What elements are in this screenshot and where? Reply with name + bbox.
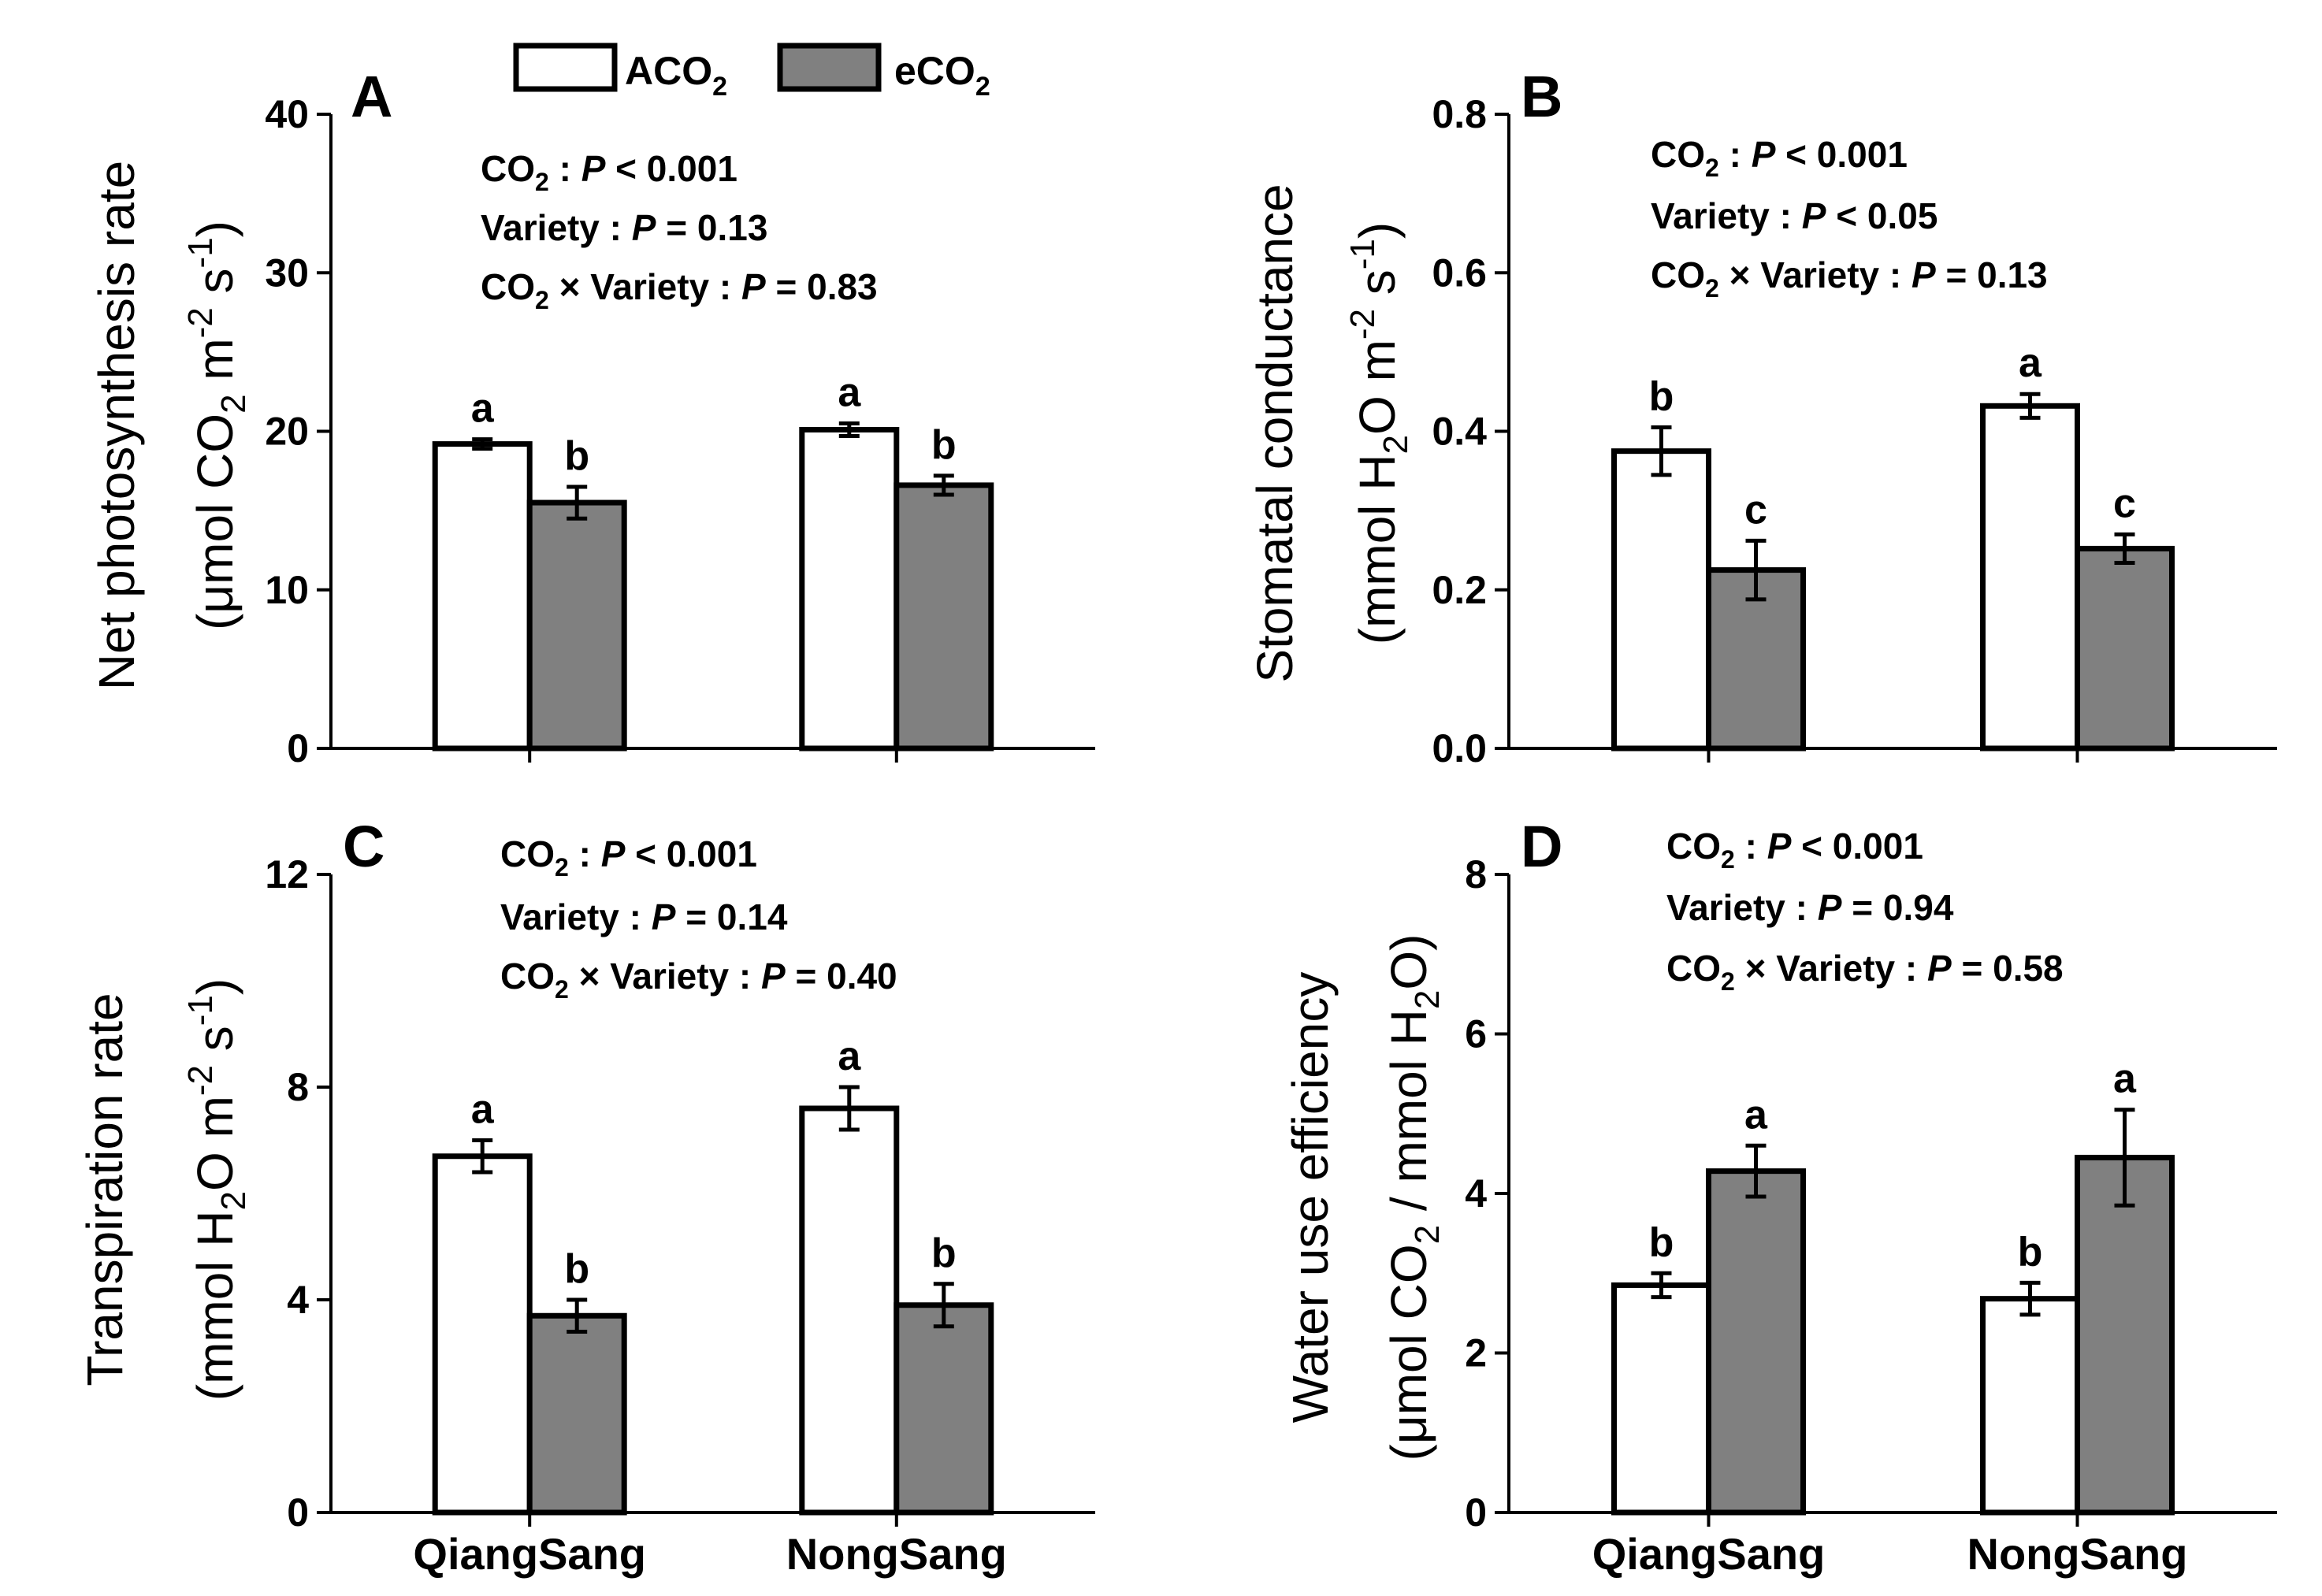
y-tick-label: 0 — [287, 1490, 309, 1535]
legend: ACO2 eCO2 — [513, 43, 990, 102]
bar-aco2 — [1980, 1296, 2080, 1516]
significance-letter: b — [2018, 1229, 2043, 1275]
y-axis-label: Water use efficiency — [1282, 972, 1339, 1423]
legend-label: ACO2 — [625, 49, 727, 102]
panel-letter: B — [1521, 64, 1562, 129]
x-tick-label: QiangSang — [413, 1529, 646, 1579]
bar-aco2 — [1980, 403, 2080, 752]
panel-B: 0.0 0.2 0.4 0.6 0.8 b a c c B CO2 : P < 0.001 Varie… — [1246, 64, 2277, 770]
y-tick-label: 8 — [287, 1065, 309, 1109]
y-tick-label: 4 — [1465, 1171, 1487, 1216]
y-tick-label: 0.0 — [1432, 726, 1487, 770]
y-tick-label: 30 — [265, 251, 309, 295]
bar-aco2 — [432, 441, 533, 752]
y-axis-unit: (μmol CO2 / mmol H2O) — [1380, 934, 1447, 1461]
y-tick-label: 20 — [265, 410, 309, 454]
stat-line: Variety : P = 0.94 — [1666, 887, 1954, 928]
significance-letter: a — [838, 1034, 861, 1079]
stat-line: CO2 × Variety : P = 0.13 — [1651, 254, 2048, 302]
y-tick-label: 10 — [265, 568, 309, 612]
stat-line: CO2 : P < 0.001 — [481, 148, 737, 196]
y-tick-label: 0.2 — [1432, 568, 1487, 612]
legend-swatch-eco2 — [777, 43, 882, 92]
bar-aco2 — [1611, 448, 1711, 752]
y-tick-label: 6 — [1465, 1012, 1487, 1056]
significance-letter: a — [2113, 1056, 2137, 1102]
stat-line: CO2 × Variety : P = 0.58 — [1666, 948, 2064, 996]
stat-line: CO2 : P < 0.001 — [500, 833, 757, 882]
y-tick-label: 0.8 — [1432, 92, 1487, 136]
bar-eco2 — [894, 482, 994, 752]
y-tick-label: 40 — [265, 92, 309, 136]
y-axis-label: Net photosynthesis rate — [88, 161, 145, 690]
x-tick-label: QiangSang — [1592, 1529, 1826, 1579]
significance-letter: b — [931, 1230, 957, 1276]
significance-letter: b — [1649, 373, 1674, 419]
x-tick-label: NongSang — [1967, 1529, 2188, 1579]
legend-swatch-aco2 — [513, 43, 618, 92]
bar-eco2 — [2075, 545, 2175, 752]
y-tick-label: 4 — [287, 1278, 309, 1322]
y-tick-label: 2 — [1465, 1331, 1487, 1375]
stat-line: CO2 : P < 0.001 — [1666, 826, 1923, 874]
y-axis-unit: (mmol H2O m-2 s-1) — [1343, 222, 1415, 644]
legend-label: eCO2 — [894, 49, 990, 102]
y-tick-label: 0 — [287, 726, 309, 770]
bar-aco2 — [432, 1153, 533, 1516]
bar-eco2 — [894, 1302, 994, 1516]
bar-eco2 — [1706, 1168, 1806, 1516]
x-tick-label: NongSang — [786, 1529, 1007, 1579]
stat-line: CO2 × Variety : P = 0.40 — [500, 956, 897, 1004]
y-axis-label: Transpiration rate — [76, 993, 133, 1386]
stat-line: Variety : P = 0.13 — [481, 207, 767, 248]
bar-aco2 — [799, 426, 900, 752]
significance-letter: b — [564, 433, 589, 479]
bar-eco2 — [526, 499, 627, 752]
y-axis-unit: (mmol H2O m-2 s-1) — [181, 978, 253, 1401]
panel-D: 0 2 4 6 8 QiangSang NongSang b b a a D CO2 : P < 0.0… — [1282, 814, 2277, 1579]
panel-letter: A — [351, 64, 392, 129]
stat-line: CO2 : P < 0.001 — [1651, 134, 1908, 182]
stat-line: CO2 × Variety : P = 0.83 — [481, 266, 878, 314]
panel-letter: C — [343, 814, 385, 879]
significance-letter: b — [931, 422, 957, 468]
bar-aco2 — [1611, 1282, 1711, 1516]
significance-letter: c — [1744, 487, 1767, 533]
significance-letter: a — [838, 369, 861, 415]
significance-letter: a — [471, 1087, 495, 1133]
y-tick-label: 0.4 — [1432, 410, 1487, 454]
y-tick-label: 0.6 — [1432, 251, 1487, 295]
y-axis-unit: (μmol CO2 m-2 s-1) — [181, 221, 253, 630]
bar-eco2 — [526, 1312, 627, 1516]
bar-aco2 — [799, 1105, 900, 1516]
y-tick-label: 0 — [1465, 1490, 1487, 1535]
panel-letter: D — [1521, 814, 1562, 879]
significance-letter: b — [564, 1246, 589, 1292]
panel-C: 0 4 8 12 QiangSang NongSang a a b b C CO2 : P < 0.0… — [76, 814, 1095, 1579]
y-tick-label: 8 — [1465, 852, 1487, 896]
stat-line: Variety : P = 0.14 — [500, 896, 788, 937]
significance-letter: b — [1649, 1219, 1674, 1265]
bar-eco2 — [2075, 1154, 2175, 1516]
significance-letter: c — [2113, 481, 2136, 526]
stat-line: Variety : P < 0.05 — [1651, 195, 1937, 236]
significance-letter: a — [1744, 1092, 1768, 1138]
significance-letter: a — [2019, 340, 2042, 386]
y-axis-label: Stomatal conductance — [1246, 184, 1303, 682]
y-tick-label: 12 — [265, 852, 309, 896]
panel-A: 0 10 20 30 40 a a b b A CO2 : P < 0.001 Variety : P… — [88, 64, 1095, 770]
significance-letter: a — [471, 386, 495, 432]
